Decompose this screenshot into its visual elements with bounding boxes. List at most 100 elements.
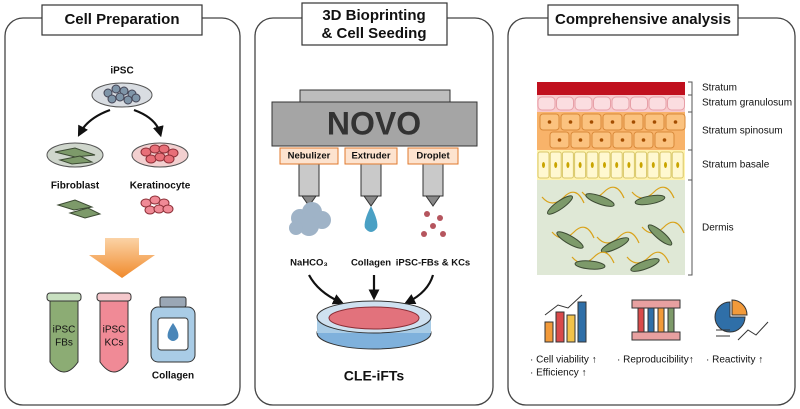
cell xyxy=(154,152,166,162)
culture-dish-part xyxy=(328,306,420,330)
nucleus xyxy=(557,138,562,142)
granular-cell xyxy=(556,96,574,111)
cell xyxy=(144,205,156,215)
droplets-part xyxy=(440,231,446,237)
fibroblast xyxy=(585,193,615,207)
printer-name: NOVO xyxy=(327,105,421,141)
nozzle-tip xyxy=(301,195,317,207)
tube-rack-icon-part xyxy=(647,307,655,333)
droplets-part xyxy=(430,223,436,229)
cell xyxy=(131,93,141,103)
ipsc-cells xyxy=(103,84,141,105)
nucleus xyxy=(639,162,643,168)
nucleus xyxy=(554,162,558,168)
layer-brackets xyxy=(688,81,693,276)
skin-cells xyxy=(537,96,686,272)
tube: iPSC FBs xyxy=(46,292,82,373)
panel-analysis: Comprehensive analysis Stratum Stratum g… xyxy=(507,4,796,406)
granular-cell xyxy=(611,96,630,111)
tube-label: iPSC xyxy=(103,325,126,336)
bar-icon xyxy=(544,294,587,343)
tube-label: iPSC xyxy=(53,325,76,336)
granular-cell xyxy=(630,96,648,111)
bar-icon-part xyxy=(566,314,576,343)
granular-cell xyxy=(537,96,556,111)
nucleus xyxy=(578,162,582,168)
panel-cell-preparation-part xyxy=(77,108,111,137)
nozzle-tip xyxy=(363,195,379,207)
fibroblast-shapes xyxy=(54,147,102,219)
nucleus xyxy=(547,120,552,124)
cell xyxy=(158,144,170,154)
tube-label: FBs xyxy=(55,338,73,349)
panel-bioprinting-part xyxy=(308,274,345,305)
cell xyxy=(163,154,175,164)
droplets-part xyxy=(424,211,430,217)
panel-title: Comprehensive analysis xyxy=(555,11,731,28)
collagen-drop xyxy=(364,206,378,232)
fiber xyxy=(631,186,675,199)
bar-icon-part xyxy=(544,321,554,343)
nucleus xyxy=(631,120,636,124)
nucleus xyxy=(662,138,667,142)
head-box xyxy=(279,147,339,165)
material-label: Collagen xyxy=(351,258,391,269)
nozzle-tip xyxy=(425,195,441,207)
cell xyxy=(123,95,133,105)
fibroblast xyxy=(630,258,660,272)
panel-bioprinting-part xyxy=(404,274,435,304)
nucleus xyxy=(676,162,680,168)
tube-rack-icon-part xyxy=(637,307,645,333)
nucleus xyxy=(590,162,594,168)
tube-rack-icon-part xyxy=(631,331,681,341)
fibroblast-shapes-part xyxy=(68,207,102,219)
nucleus xyxy=(578,138,583,142)
tube-label: KCs xyxy=(105,338,124,349)
nucleus xyxy=(641,138,646,142)
cell xyxy=(111,84,121,94)
fiber xyxy=(551,226,595,239)
fibroblast xyxy=(556,231,584,249)
droplets xyxy=(421,211,446,237)
nucleus xyxy=(599,138,604,142)
head-label: Nebulizer xyxy=(288,151,331,162)
product-label: CLE-iFTs xyxy=(344,368,405,384)
nozzle xyxy=(298,163,320,197)
panel-title: & Cell Seeding xyxy=(321,25,426,42)
head-label: Extruder xyxy=(351,151,390,162)
nucleus xyxy=(651,162,655,168)
granular-cell xyxy=(593,96,611,111)
nucleus xyxy=(589,120,594,124)
head-box xyxy=(344,147,398,165)
granular-cell xyxy=(667,96,685,111)
nebulizer-mist-part xyxy=(299,216,319,236)
granular-cell xyxy=(574,96,593,111)
fibroblast xyxy=(600,237,630,253)
nucleus xyxy=(652,120,657,124)
reactivity-icon xyxy=(714,299,769,341)
layer-label: Stratum granulosum xyxy=(702,98,792,109)
tube-part xyxy=(46,292,82,302)
outcome-label: · Cell viability ↑ xyxy=(530,355,597,366)
cell xyxy=(145,154,157,164)
panel-analysis-part xyxy=(547,4,739,36)
collagen-bottle xyxy=(150,296,196,363)
material-label: iPSC-FBs & KCs xyxy=(396,258,470,269)
layer-brackets-part xyxy=(688,179,693,276)
cell-label: Fibroblast xyxy=(51,181,100,192)
nucleus xyxy=(664,162,667,168)
droplets-part xyxy=(421,231,427,237)
nucleus xyxy=(542,162,545,168)
tube: iPSC KCs xyxy=(96,292,132,373)
nucleus xyxy=(620,138,625,142)
layer-label: Stratum spinosum xyxy=(702,126,783,137)
droplets-part xyxy=(437,215,443,221)
fibroblast-shapes-part xyxy=(58,155,94,165)
fibroblast xyxy=(547,195,573,215)
print-heads: Nebulizer NaHCO₃ Extruder Collagen Droplet iP… xyxy=(279,147,470,269)
outcome-label: · Reactivity ↑ xyxy=(706,355,763,366)
layer-label: Stratum xyxy=(702,83,737,94)
panel-cell-preparation-part xyxy=(133,108,164,138)
nozzle xyxy=(360,163,382,197)
tube-part xyxy=(49,300,79,373)
